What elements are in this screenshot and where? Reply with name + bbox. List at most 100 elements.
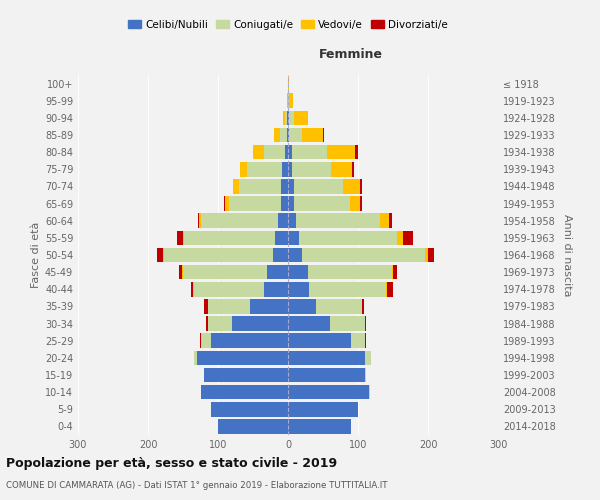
Bar xyxy=(281,179,288,194)
Bar xyxy=(193,350,197,365)
Bar xyxy=(288,248,302,262)
Bar xyxy=(232,316,288,331)
Bar xyxy=(288,214,296,228)
Bar xyxy=(191,282,193,296)
Bar xyxy=(263,282,288,296)
Bar xyxy=(274,128,280,142)
Bar xyxy=(288,145,292,160)
Text: Popolazione per età, sesso e stato civile - 2019: Popolazione per età, sesso e stato civil… xyxy=(6,458,337,470)
Bar xyxy=(293,179,343,194)
Y-axis label: Fasce di età: Fasce di età xyxy=(31,222,41,288)
Bar xyxy=(225,196,229,211)
Y-axis label: Anni di nascita: Anni di nascita xyxy=(562,214,572,296)
Bar xyxy=(199,214,201,228)
Bar xyxy=(293,196,350,211)
Bar xyxy=(397,230,403,245)
Bar xyxy=(288,128,289,142)
Bar xyxy=(200,334,211,348)
Bar xyxy=(289,110,295,125)
Bar xyxy=(229,196,281,211)
Bar xyxy=(288,230,299,245)
Bar xyxy=(288,385,368,400)
Bar xyxy=(204,299,208,314)
Bar xyxy=(388,282,393,296)
Bar xyxy=(281,196,288,211)
Bar xyxy=(287,94,288,108)
Bar xyxy=(295,110,308,125)
Bar xyxy=(323,128,324,142)
Bar xyxy=(386,282,388,296)
Bar xyxy=(330,316,365,331)
Bar xyxy=(287,128,288,142)
Bar xyxy=(197,350,288,365)
Bar xyxy=(278,214,288,228)
Bar xyxy=(425,248,428,262)
Bar xyxy=(164,248,272,262)
Bar xyxy=(193,282,263,296)
Bar xyxy=(289,128,302,142)
Bar xyxy=(403,230,413,245)
Bar xyxy=(380,214,389,228)
Bar xyxy=(393,265,397,280)
Bar xyxy=(247,162,283,176)
Bar xyxy=(241,162,247,176)
Bar xyxy=(182,265,183,280)
Bar xyxy=(365,368,367,382)
Bar xyxy=(183,265,267,280)
Bar xyxy=(263,145,284,160)
Bar xyxy=(208,299,250,314)
Bar xyxy=(208,316,232,331)
Bar xyxy=(343,179,360,194)
Bar xyxy=(288,76,289,91)
Text: COMUNE DI CAMMARATA (AG) - Dati ISTAT 1° gennaio 2019 - Elaborazione TUTTITALIA.: COMUNE DI CAMMARATA (AG) - Dati ISTAT 1°… xyxy=(6,480,388,490)
Bar xyxy=(360,196,362,211)
Bar xyxy=(365,316,367,331)
Bar xyxy=(362,299,364,314)
Bar xyxy=(275,230,288,245)
Bar xyxy=(163,248,164,262)
Bar xyxy=(283,162,288,176)
Bar xyxy=(239,179,281,194)
Bar xyxy=(253,145,263,160)
Bar xyxy=(280,128,287,142)
Bar xyxy=(288,265,308,280)
Bar xyxy=(288,419,351,434)
Bar xyxy=(292,162,331,176)
Bar xyxy=(224,196,225,211)
Bar xyxy=(368,385,370,400)
Bar xyxy=(288,368,365,382)
Bar xyxy=(267,265,288,280)
Bar xyxy=(365,334,366,348)
Bar xyxy=(200,385,288,400)
Bar xyxy=(302,128,323,142)
Bar xyxy=(211,334,288,348)
Bar xyxy=(360,179,361,194)
Bar xyxy=(352,162,354,176)
Bar xyxy=(288,316,330,331)
Bar xyxy=(178,230,183,245)
Bar xyxy=(288,110,289,125)
Bar xyxy=(389,214,392,228)
Bar xyxy=(211,402,288,416)
Bar xyxy=(392,265,393,280)
Bar xyxy=(283,110,285,125)
Bar xyxy=(204,368,288,382)
Bar xyxy=(331,162,352,176)
Bar xyxy=(201,214,278,228)
Bar xyxy=(284,145,288,160)
Bar xyxy=(355,145,358,160)
Bar xyxy=(179,265,182,280)
Bar xyxy=(288,94,289,108)
Bar xyxy=(316,299,361,314)
Bar xyxy=(288,334,351,348)
Bar xyxy=(250,299,288,314)
Bar xyxy=(288,282,309,296)
Bar xyxy=(302,248,425,262)
Text: Femmine: Femmine xyxy=(319,48,383,60)
Bar xyxy=(361,299,362,314)
Bar xyxy=(272,248,288,262)
Legend: Celibi/Nubili, Coniugati/e, Vedovi/e, Divorziati/e: Celibi/Nubili, Coniugati/e, Vedovi/e, Di… xyxy=(124,16,452,34)
Bar xyxy=(296,214,380,228)
Bar xyxy=(428,248,434,262)
Bar xyxy=(197,214,199,228)
